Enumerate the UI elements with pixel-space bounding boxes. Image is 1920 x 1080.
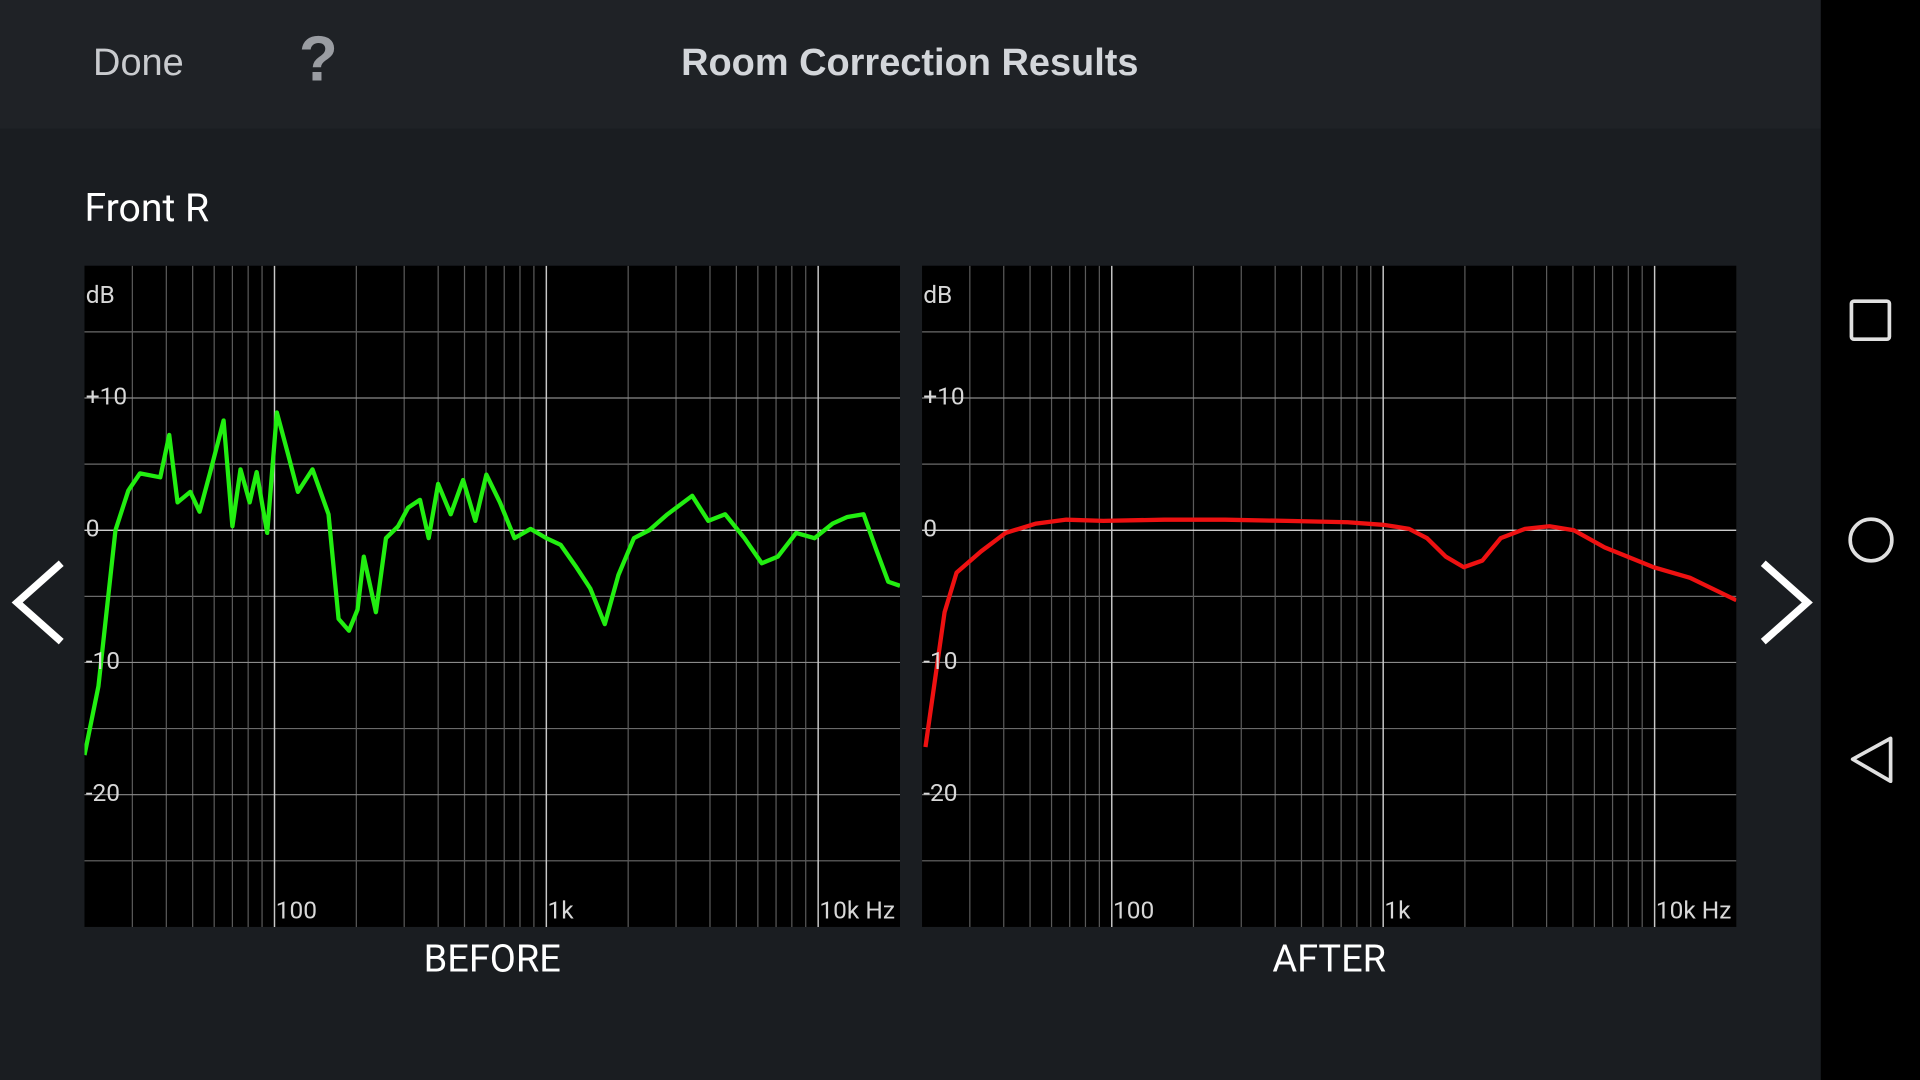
chart-title: AFTER: [1272, 937, 1386, 981]
x-tick-label: 100: [1113, 896, 1154, 925]
y-tick-label: -20: [86, 778, 120, 807]
plot: [84, 265, 900, 927]
y-tick-label: -10: [86, 646, 120, 675]
y-tick-label: +10: [923, 381, 964, 410]
channel-name: Front R: [84, 185, 209, 231]
help-button[interactable]: ?: [299, 23, 338, 94]
chart-title: BEFORE: [424, 937, 561, 981]
prev-arrow[interactable]: [11, 560, 64, 645]
back-button[interactable]: [1850, 736, 1893, 784]
y-tick-label: 0: [86, 514, 100, 543]
response-curve: [923, 517, 1737, 748]
x-tick-label: 100: [276, 896, 317, 925]
recents-button[interactable]: [1849, 299, 1892, 342]
y-tick-label: -20: [923, 778, 957, 807]
plot: [922, 265, 1737, 927]
x-tick-label: 10k Hz: [819, 896, 895, 925]
x-tick-label: 10k Hz: [1656, 896, 1732, 925]
x-tick-label: 1k: [548, 896, 575, 925]
nav-bar: [1820, 0, 1920, 1080]
y-axis-label: dB: [923, 280, 952, 309]
y-tick-label: 0: [923, 514, 937, 543]
y-axis-label: dB: [86, 280, 115, 309]
y-tick-label: -10: [923, 646, 957, 675]
x-tick-label: 1k: [1384, 896, 1411, 925]
response-curve: [84, 410, 900, 756]
done-button[interactable]: Done: [93, 42, 184, 84]
next-arrow[interactable]: [1760, 560, 1813, 645]
top-bar: [0, 0, 1821, 129]
home-button[interactable]: [1848, 517, 1894, 563]
screen-title: Room Correction Results: [681, 42, 1138, 84]
y-tick-label: +10: [86, 381, 127, 410]
